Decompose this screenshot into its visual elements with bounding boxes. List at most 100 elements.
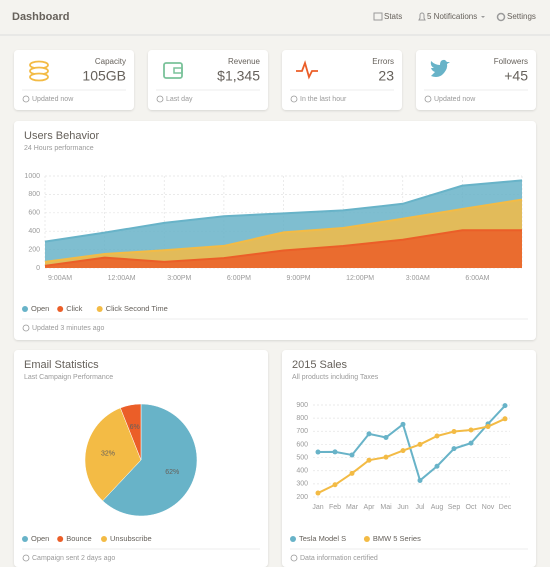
point [366,431,372,437]
point [485,424,491,430]
footer-icon [22,554,30,562]
twitter-icon [430,59,450,77]
area-line [44,229,522,267]
legend-label: BMW 5 Series [373,534,421,543]
footer-icon [156,95,164,103]
card [282,50,402,110]
point [502,403,508,409]
stat-footer: Last day [166,96,193,103]
point [400,421,406,427]
page-title: Dashboard [12,11,69,23]
x-tick-label: 9:00AM [48,275,72,282]
card-subtitle: Last Campaign Performance [24,374,113,381]
card-subtitle: All products including Taxes [292,374,379,381]
point [451,429,457,435]
point [434,463,440,469]
legend-swatch [101,536,107,542]
y-tick-label: 500 [296,454,308,461]
legend-label: Click [66,304,82,313]
stat-label: Revenue [228,57,261,66]
slice-label: 32% [101,451,115,458]
point [349,470,355,476]
point [434,433,440,439]
card-title: Email Statistics [24,359,99,371]
x-tick-label: Dec [499,504,512,511]
point [366,457,372,463]
legend-label: Tesla Model S [299,534,346,543]
footer-icon [424,95,432,103]
footer-icon [22,95,30,103]
caret [481,16,485,18]
pie-slice [120,403,142,461]
legend-swatch [22,306,28,312]
y-tick-label: 700 [296,428,308,435]
card-title: 2015 Sales [292,359,348,371]
nav-link[interactable]: Stats [384,12,402,21]
stat-label: Capacity [95,57,126,66]
point [400,448,406,454]
footer-icon [290,95,298,103]
legend-swatch [57,536,64,542]
area-line [44,179,523,243]
slice-label: 62% [165,469,179,476]
stat-label: Errors [372,57,394,66]
legend-label: Unsubscribe [110,534,152,543]
stat-label: Followers [494,57,528,66]
nav-link[interactable]: 5 Notifications [427,12,477,21]
x-tick-label: Jan [312,504,323,511]
footer-icon [22,324,30,332]
slice-label: 6% [130,424,140,431]
stat-footer: Updated now [434,96,476,103]
legend-label: Click Second Time [106,304,168,313]
x-tick-label: 3:00AM [406,275,430,282]
area [45,230,522,268]
series-line [317,404,506,482]
point [332,482,338,488]
point [383,454,389,460]
card-title: Users Behavior [24,130,100,142]
stat-value: 105GB [82,68,126,84]
legend-swatch [57,306,64,312]
stats-icon [373,12,383,21]
card [282,350,536,567]
y-tick-label: 600 [28,210,40,217]
x-tick-label: 12:00AM [108,275,136,282]
card-footer: Campaign sent 2 days ago [32,555,115,562]
x-tick-label: 3:00PM [167,275,191,282]
footer-icon [290,554,298,562]
area-line [44,198,523,263]
x-tick-label: Jul [416,504,425,511]
x-tick-label: Apr [364,504,376,511]
y-tick-label: 200 [296,494,308,501]
bell-icon [418,12,426,21]
x-tick-label: Aug [431,504,444,511]
x-tick-label: Feb [329,504,341,511]
x-tick-label: Mai [380,504,392,511]
x-tick-label: 9:00PM [287,275,311,282]
point [315,490,321,496]
legend-swatch [96,306,103,312]
y-tick-label: 300 [296,481,308,488]
y-tick-label: 1000 [24,173,40,180]
nav-link[interactable]: Settings [507,12,536,21]
x-tick-label: Jun [397,504,408,511]
point [468,427,474,433]
stat-value: $1,345 [217,68,260,84]
stat-footer: Updated now [32,96,74,103]
y-tick-label: 0 [36,265,40,272]
legend-label: Open [31,304,49,313]
db-icon [29,72,49,82]
point [468,440,474,446]
x-tick-label: Mar [346,504,359,511]
legend-swatch [363,536,370,542]
legend-swatch [290,536,296,542]
x-tick-label: 6:00PM [227,275,251,282]
point [332,449,338,455]
stat-value: +45 [504,68,528,84]
x-tick-label: Oct [466,504,477,511]
y-tick-label: 400 [28,228,40,235]
stat-footer: In the last hour [300,96,347,103]
card-subtitle: 24 Hours performance [24,145,94,152]
